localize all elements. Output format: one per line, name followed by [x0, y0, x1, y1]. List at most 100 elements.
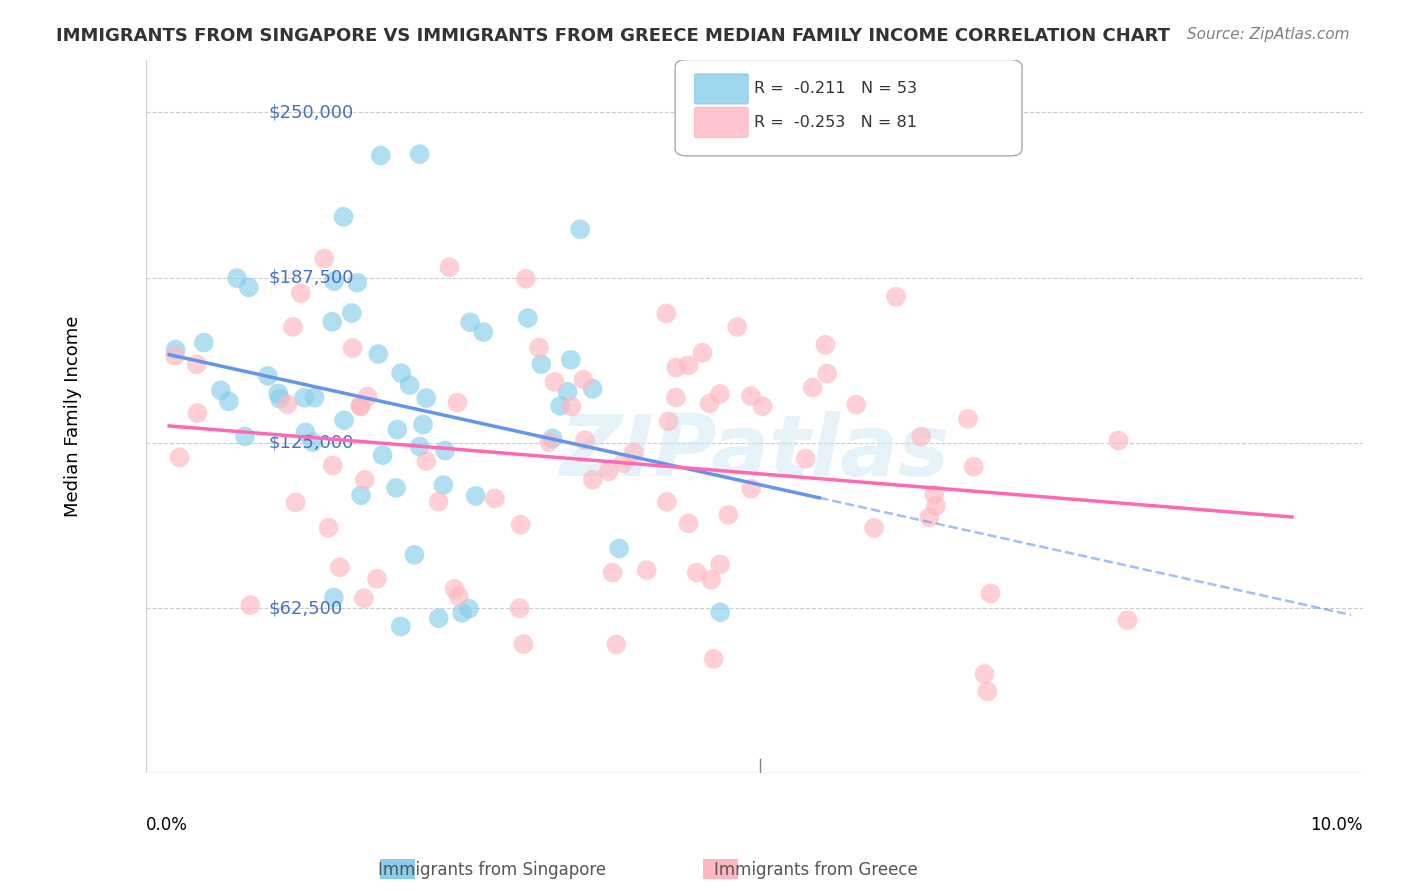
Point	[1116, 613, 1139, 627]
Point	[686, 566, 709, 580]
Point	[356, 390, 378, 404]
Point	[267, 386, 290, 401]
Point	[703, 652, 725, 666]
Point	[472, 325, 495, 339]
Point	[924, 487, 946, 501]
Text: $187,500: $187,500	[269, 268, 354, 286]
Point	[314, 252, 336, 266]
Point	[276, 397, 298, 411]
Point	[717, 508, 740, 522]
Point	[530, 357, 553, 371]
Text: Median Family Income: Median Family Income	[63, 316, 82, 517]
FancyBboxPatch shape	[695, 107, 748, 137]
Point	[925, 499, 948, 513]
Point	[665, 391, 688, 405]
Point	[322, 591, 344, 605]
Point	[678, 358, 700, 372]
Point	[598, 464, 620, 478]
Point	[239, 598, 262, 612]
Point	[678, 516, 700, 531]
Point	[581, 382, 603, 396]
Point	[814, 338, 837, 352]
Point	[973, 667, 995, 681]
Point	[582, 473, 605, 487]
Text: R =  -0.211   N = 53: R = -0.211 N = 53	[754, 81, 917, 96]
Point	[385, 481, 408, 495]
Point	[623, 445, 645, 459]
Point	[371, 448, 394, 462]
Point	[515, 271, 537, 285]
Point	[269, 392, 291, 406]
Point	[709, 558, 731, 572]
Point	[412, 417, 434, 432]
Point	[238, 280, 260, 294]
Point	[427, 611, 450, 625]
FancyBboxPatch shape	[695, 74, 748, 103]
Point	[509, 517, 531, 532]
Text: $62,500: $62,500	[269, 599, 343, 617]
Point	[557, 384, 579, 399]
Text: $250,000: $250,000	[269, 103, 354, 121]
Point	[218, 394, 240, 409]
Text: Source: ZipAtlas.com: Source: ZipAtlas.com	[1187, 27, 1350, 42]
Point	[602, 566, 624, 580]
Point	[572, 373, 595, 387]
Point	[318, 521, 340, 535]
Point	[692, 346, 714, 360]
Point	[569, 222, 592, 236]
Point	[458, 315, 481, 329]
Text: Immigrants from Greece: Immigrants from Greece	[714, 861, 917, 879]
Point	[294, 425, 316, 440]
Point	[323, 274, 346, 288]
Point	[292, 391, 315, 405]
Point	[304, 391, 326, 405]
Point	[801, 381, 824, 395]
Point	[607, 541, 630, 556]
Point	[527, 341, 550, 355]
Point	[169, 450, 191, 465]
Point	[409, 147, 432, 161]
Point	[346, 276, 368, 290]
Point	[432, 478, 454, 492]
Point	[464, 489, 486, 503]
FancyBboxPatch shape	[675, 60, 1022, 156]
Point	[740, 482, 762, 496]
Point	[1107, 434, 1129, 448]
Point	[794, 451, 817, 466]
Point	[451, 606, 474, 620]
Point	[367, 347, 389, 361]
Point	[543, 375, 565, 389]
Point	[321, 315, 343, 329]
Point	[548, 399, 571, 413]
Point	[845, 398, 868, 412]
Point	[342, 341, 364, 355]
Point	[290, 286, 312, 301]
Point	[541, 431, 564, 445]
Point	[979, 586, 1001, 600]
Point	[516, 311, 538, 326]
Point	[389, 366, 412, 380]
Point	[815, 367, 838, 381]
Text: R =  -0.211   N = 53: R = -0.211 N = 53	[699, 85, 868, 103]
Point	[918, 510, 941, 524]
Point	[301, 435, 323, 450]
Point	[257, 368, 280, 383]
Text: R =  -0.253   N = 81: R = -0.253 N = 81	[754, 115, 917, 130]
Point	[910, 430, 932, 444]
Point	[366, 572, 388, 586]
Point	[354, 473, 377, 487]
Point	[976, 684, 998, 698]
Point	[443, 582, 465, 596]
Point	[233, 429, 256, 443]
Point	[699, 396, 721, 410]
Point	[281, 319, 304, 334]
Point	[165, 343, 187, 357]
Point	[439, 260, 461, 275]
Point	[340, 306, 363, 320]
Point	[709, 387, 731, 401]
Point	[427, 494, 450, 508]
Point	[186, 406, 208, 420]
Point	[560, 352, 582, 367]
Point	[389, 619, 412, 633]
Point	[447, 590, 470, 604]
